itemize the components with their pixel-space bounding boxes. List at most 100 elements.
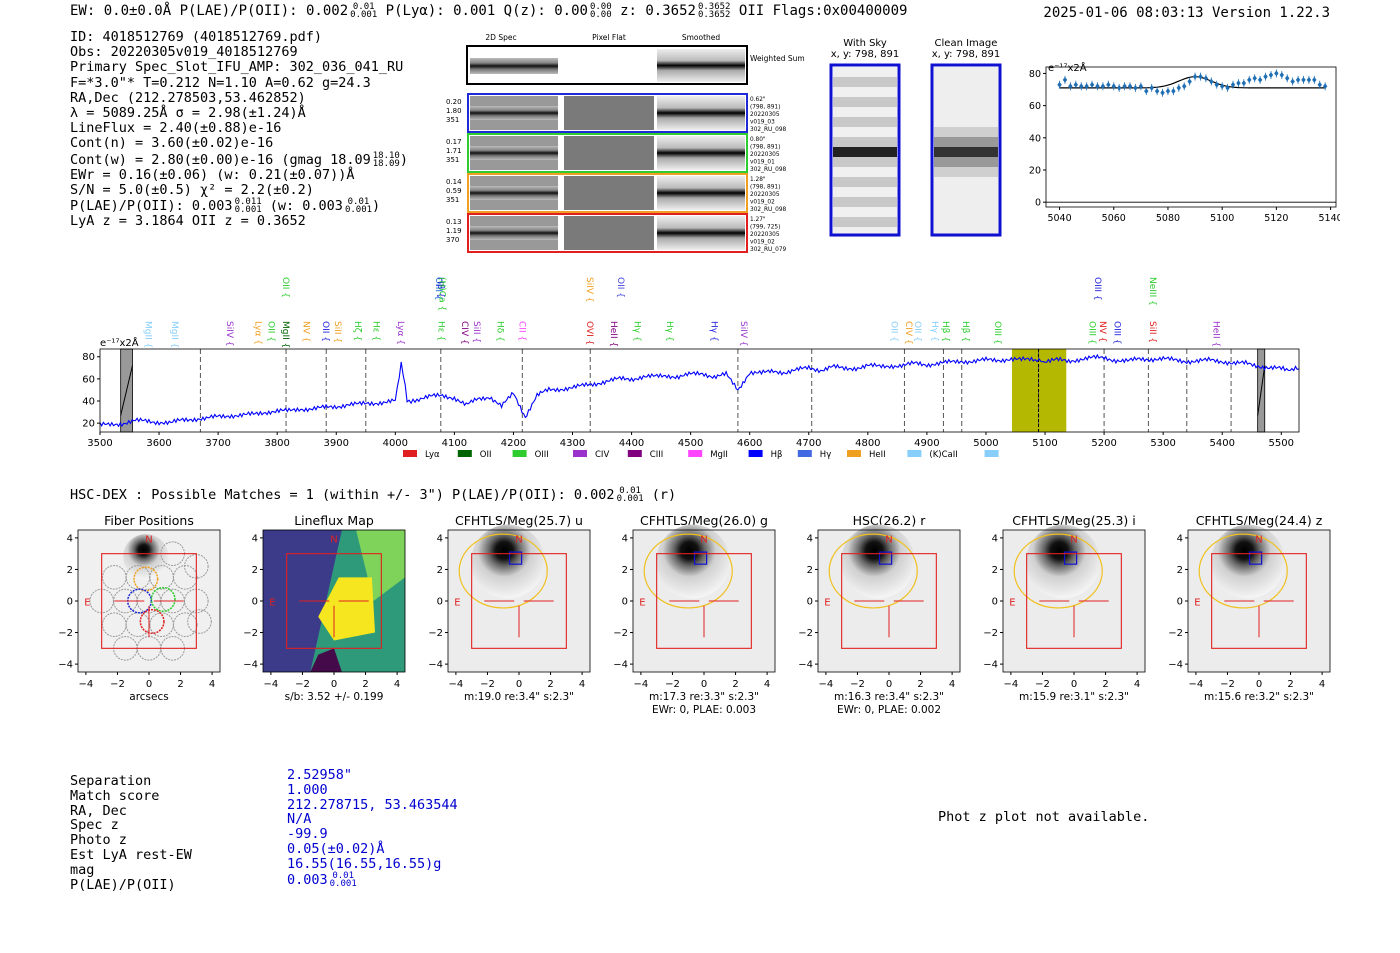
line-label-text: OIII {	[1112, 321, 1122, 345]
zoom-y-tick-label: 20	[1029, 165, 1041, 176]
zoom-data-point	[1100, 83, 1106, 90]
line-label-lower: OIII {	[992, 321, 1002, 345]
cutout-smoothed	[657, 176, 745, 210]
cutout-stat: 1.80	[446, 107, 462, 115]
line-label-text: Hε {	[435, 321, 445, 341]
fiber-circle	[173, 612, 198, 637]
zoom-data-point	[1263, 73, 1268, 80]
zoom-data-point	[1187, 78, 1192, 85]
stamp-red-box	[471, 553, 567, 649]
spectrum-x-tick-label: 5200	[1091, 438, 1116, 449]
spectrum-x-tick-label: 4500	[678, 438, 703, 449]
cutout-meta: v019_02	[750, 240, 775, 246]
with-sky-frame	[829, 63, 901, 237]
zoom-data-point	[1089, 81, 1095, 88]
match-values: 2.52958" 1.000 212.278715, 53.463544 N/A…	[287, 768, 458, 888]
zoom-data-point	[1122, 83, 1127, 90]
match-labels: Separation Match score RA, Dec Spec z Ph…	[70, 774, 192, 892]
stamp-galaxy	[656, 524, 730, 599]
stamp-panel: Fiber Positions N E −4 −4 −2 −2 0 0 2 2 4 4 arcsecs	[58, 513, 221, 703]
zoom-data-point	[1203, 75, 1209, 82]
spectrum-x-tick-label: 5500	[1269, 438, 1294, 449]
stamp-title: HSC(26.2) r	[853, 513, 927, 528]
stamp-red-box	[1211, 553, 1307, 649]
clean-image-header: Clean Image x, y: 798, 891	[931, 38, 1001, 60]
north-label: N	[1255, 535, 1262, 546]
stamp-y-tick-label: −4	[1168, 660, 1183, 671]
stamp-aperture-ellipse	[828, 533, 918, 609]
line-label-text: OII {	[912, 321, 922, 342]
cutout-smoothed	[657, 136, 745, 170]
line-label-text: NeIII {	[1147, 277, 1157, 306]
line-label-upper: (H)Ca {	[437, 277, 447, 311]
stamp-panel: HSC(26.2) r N E −4 −4 −2 −2 0 0 2 2 4 4 m:16.3 re:3.4…	[798, 513, 961, 716]
legend-item: OII	[457, 450, 492, 460]
line-label-text: Hζ {	[352, 321, 362, 341]
stamp-y-tick-label: 2	[622, 565, 628, 576]
match-value: -99.9	[287, 826, 328, 843]
stamp-y-tick-label: −2	[58, 628, 73, 639]
cutout-meta: (798, 891)	[750, 185, 780, 191]
east-label: E	[1009, 598, 1015, 609]
stamp-x-tick-label: 2	[1287, 679, 1293, 690]
stamp-caption: m:19.0 re:3.4" s:2.3"	[464, 691, 574, 703]
cutout-meta: (799, 725)	[750, 225, 780, 231]
cutout-meta: v019_02	[750, 200, 775, 206]
line-label-upper: OIII {	[1092, 277, 1102, 301]
line-label-lower: MgII {	[169, 321, 179, 348]
line-label-text: OIII {	[433, 277, 443, 301]
stamp-x-tick-label: 2	[917, 679, 923, 690]
stamp-aperture-ellipse	[1013, 533, 1103, 609]
zoom-y-tick-label: 80	[1029, 69, 1041, 80]
cutout-stat: 0.14	[446, 178, 462, 186]
cutout-meta: (798, 891)	[750, 105, 780, 111]
line-label-text: Hδ {	[494, 321, 504, 342]
legend-label: Hβ	[771, 450, 783, 460]
info-line: LyA z = 3.1864 OII z = 0.3652	[70, 213, 306, 230]
match-value: 2.52958"	[287, 767, 353, 783]
stamp-red-box	[656, 553, 752, 649]
info-line: Cont(n) = 3.60(±0.02)e-16	[70, 135, 274, 152]
spectrum-x-tick-label: 3500	[87, 438, 112, 449]
with-sky-stripe	[833, 147, 897, 157]
stamp-title: CFHTLS/Meg(25.3) i	[1012, 513, 1136, 528]
zoom-y-tick-label: 0	[1035, 198, 1041, 209]
clean-image-title: Clean Image	[934, 38, 998, 49]
line-label-text: Hγ {	[664, 321, 674, 342]
line-label-lower: NV {	[301, 321, 311, 342]
cutout-row-frame	[467, 93, 748, 133]
info-line: λ = 5089.25Å σ = 2.98(±1.24)Å	[70, 105, 306, 122]
cutout-stat: 351	[446, 196, 459, 204]
cutout-meta: (798, 891)	[750, 145, 780, 151]
clean-image-coords: x, y: 798, 891	[931, 49, 1001, 60]
line-label-lower: SiII {	[332, 321, 342, 343]
zoom-data-point	[1133, 84, 1138, 91]
spectrum-x-tick-label: 5300	[1150, 438, 1175, 449]
cutout-2dspec-trace	[470, 226, 558, 240]
line-legend: Lyα OII OIII CIV CIII MgII Hβ Hγ HeII (K)CaII (H)C…	[403, 450, 999, 460]
weighted-sum-smoothed	[657, 49, 745, 82]
legend-swatch	[748, 450, 763, 457]
match-value-plae: 0.003 0.01 0.001	[287, 870, 357, 889]
legend-item: (K)CaII	[907, 450, 958, 460]
cutout-meta: 20220305	[750, 112, 780, 118]
emission-line-labels: OII {OIII {Hβ {(H)Ca {SiIV {OII {OIII {N…	[142, 277, 1220, 348]
legend-item: HeII	[847, 450, 886, 460]
col-header-pixelflat: Pixel Flat	[592, 33, 626, 42]
clean-image-stripe	[934, 207, 998, 217]
line-label-text: (H)Ca {	[437, 277, 447, 311]
stamp-x-tick-label: −4	[264, 679, 279, 690]
cutout-meta: 1.28"	[750, 177, 766, 183]
line-label-text: OII {	[888, 321, 898, 342]
north-label: N	[145, 535, 152, 546]
line-label-text: SiIV {	[738, 321, 748, 347]
stamp-x-tick-label: 4	[1319, 679, 1325, 690]
with-sky-stripe	[833, 117, 897, 127]
info-line-plae: P(LAE)/P(OII): 0.003 0.011 0.001 (w: 0.003…	[70, 197, 381, 216]
zoom-data-point	[1214, 81, 1219, 88]
line-label-text: SiIV {	[584, 277, 594, 303]
stamp-title: CFHTLS/Meg(24.4) z	[1196, 513, 1323, 528]
north-label: N	[885, 535, 892, 546]
stamp-x-tick-label: −4	[79, 679, 94, 690]
clean-image-stripe	[934, 147, 998, 157]
